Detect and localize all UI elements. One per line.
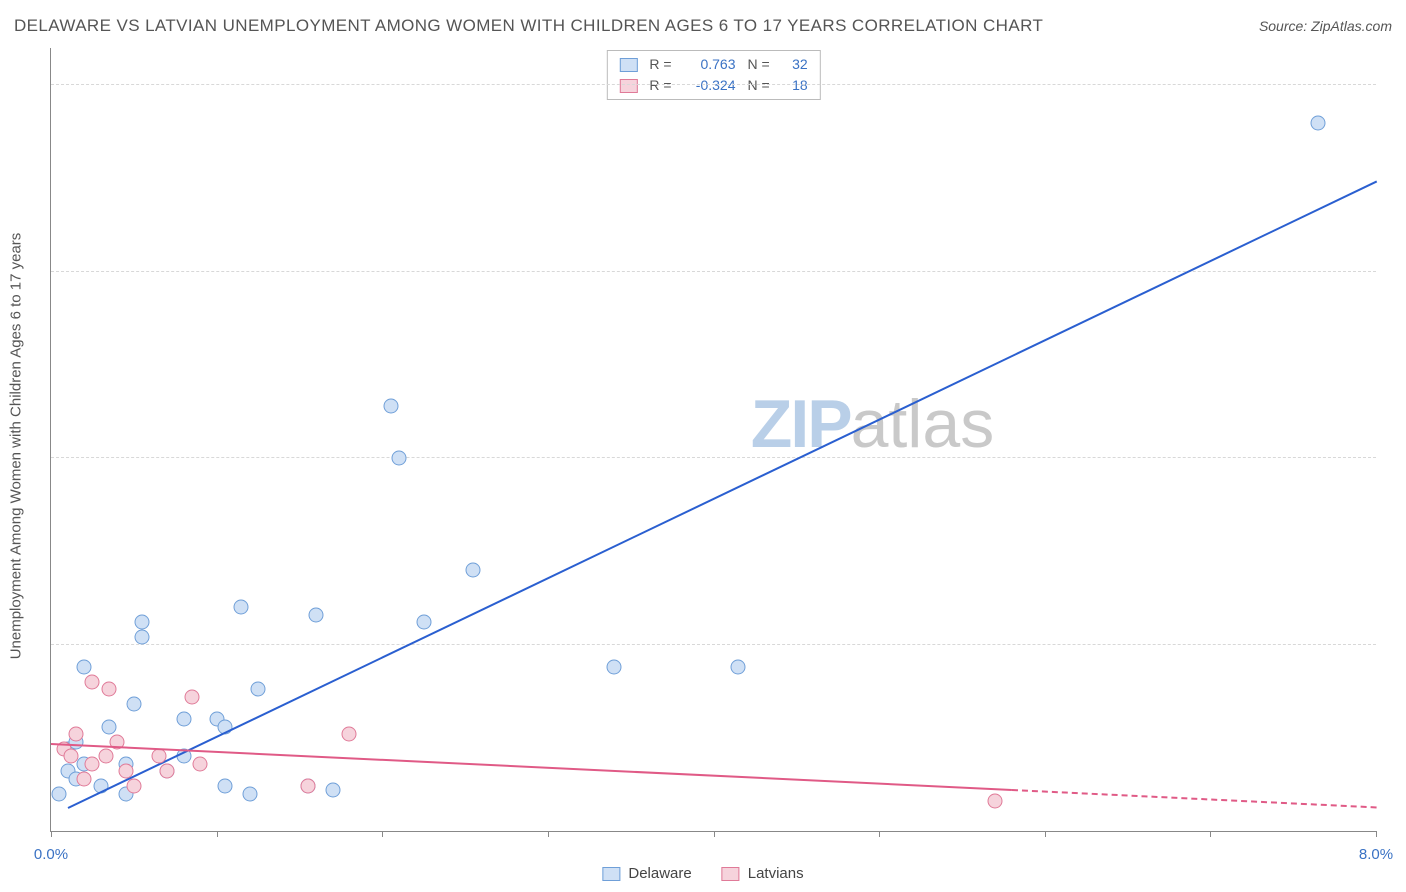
data-point (300, 779, 315, 794)
data-point (98, 749, 113, 764)
x-tick (51, 831, 52, 837)
n-value: 18 (782, 75, 808, 96)
data-point (251, 682, 266, 697)
data-point (85, 674, 100, 689)
data-point (242, 786, 257, 801)
data-point (77, 771, 92, 786)
trend-line (1012, 789, 1376, 808)
gridline (51, 644, 1376, 645)
r-label: R = (649, 54, 671, 75)
data-point (234, 600, 249, 615)
data-point (184, 689, 199, 704)
chart-title: DELAWARE VS LATVIAN UNEMPLOYMENT AMONG W… (14, 16, 1043, 36)
y-tick-label: 50.0% (1386, 433, 1406, 450)
legend-item: Latvians (722, 865, 804, 882)
n-value: 32 (782, 54, 808, 75)
gridline (51, 271, 1376, 272)
y-tick-label: 75.0% (1386, 246, 1406, 263)
x-tick-label: 0.0% (34, 846, 68, 863)
x-tick (879, 831, 880, 837)
x-tick (1376, 831, 1377, 837)
data-point (325, 783, 340, 798)
data-point (176, 712, 191, 727)
source-attribution: Source: ZipAtlas.com (1259, 18, 1392, 34)
data-point (391, 451, 406, 466)
data-point (383, 398, 398, 413)
data-point (126, 697, 141, 712)
correlation-legend: R = 0.763 N = 32 R = -0.324 N = 18 (606, 50, 820, 100)
watermark-part1: ZIP (751, 386, 851, 462)
data-point (151, 749, 166, 764)
x-tick (548, 831, 549, 837)
legend-item: Delaware (602, 865, 691, 882)
legend-label: Latvians (748, 865, 804, 882)
data-point (118, 764, 133, 779)
legend-swatch (602, 867, 620, 881)
data-point (309, 607, 324, 622)
data-point (466, 563, 481, 578)
data-point (126, 779, 141, 794)
y-tick-label: 25.0% (1386, 619, 1406, 636)
n-label: N = (748, 54, 770, 75)
data-point (988, 794, 1003, 809)
legend-label: Delaware (628, 865, 691, 882)
data-point (77, 659, 92, 674)
legend-row: R = -0.324 N = 18 (619, 75, 807, 96)
data-point (63, 749, 78, 764)
x-tick-label: 8.0% (1359, 846, 1393, 863)
gridline (51, 84, 1376, 85)
plot-area: ZIPatlas R =0.763N =32R =-0.324N =18 25.… (50, 48, 1376, 832)
data-point (135, 630, 150, 645)
x-tick (382, 831, 383, 837)
series-legend: Delaware Latvians (602, 865, 803, 882)
data-point (1311, 115, 1326, 130)
x-tick (1045, 831, 1046, 837)
y-axis-label: Unemployment Among Women with Children A… (8, 233, 25, 660)
legend-swatch (619, 79, 637, 93)
r-value: -0.324 (684, 75, 736, 96)
trend-line (67, 180, 1376, 808)
y-tick-label: 100.0% (1386, 60, 1406, 77)
legend-swatch (722, 867, 740, 881)
data-point (52, 786, 67, 801)
gridline (51, 457, 1376, 458)
data-point (159, 764, 174, 779)
data-point (217, 779, 232, 794)
x-tick (714, 831, 715, 837)
x-tick (217, 831, 218, 837)
data-point (135, 615, 150, 630)
legend-row: R = 0.763 N = 32 (619, 54, 807, 75)
data-point (731, 659, 746, 674)
data-point (607, 659, 622, 674)
x-tick (1210, 831, 1211, 837)
n-label: N = (748, 75, 770, 96)
data-point (101, 719, 116, 734)
r-label: R = (649, 75, 671, 96)
legend-swatch (619, 58, 637, 72)
data-point (342, 727, 357, 742)
r-value: 0.763 (684, 54, 736, 75)
data-point (101, 682, 116, 697)
data-point (193, 756, 208, 771)
data-point (68, 727, 83, 742)
data-point (416, 615, 431, 630)
